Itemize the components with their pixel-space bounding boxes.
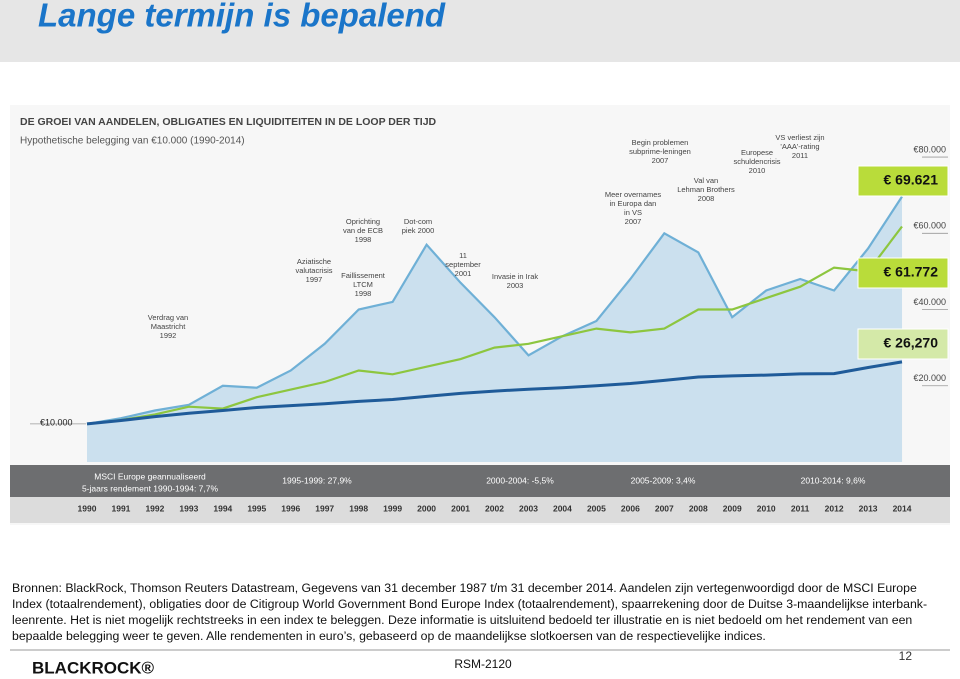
value-label: € 26,270 (884, 335, 939, 351)
annotation: Meer overnames (605, 190, 662, 199)
x-tick-label: 2010 (757, 503, 776, 513)
annotation: 2007 (625, 217, 642, 226)
chart-subtitle: Hypothetische belegging van €10.000 (199… (20, 136, 245, 147)
x-tick-label: 2007 (655, 503, 674, 513)
line (86, 225, 903, 425)
annotation: 2011 (792, 151, 808, 160)
period-intro: 5-jaars rendement 1990-1994: 7,7% (82, 483, 219, 493)
x-tick-label: 2012 (825, 503, 844, 513)
value-label: € 69.621 (884, 172, 939, 188)
line (86, 195, 903, 425)
brand: BLACKROCK® (32, 658, 155, 677)
period-label: 2000-2004: -5,5% (486, 475, 554, 485)
y-tick-label: €40.000 (913, 297, 946, 307)
page-number: 12 (899, 649, 913, 663)
annotation: Begin problemen (632, 138, 689, 147)
annotation: VS verliest zijn (775, 133, 824, 142)
x-tick-label: 1999 (383, 503, 402, 513)
annotation: 'AAA'-rating (780, 142, 819, 151)
x-tick-label: 2002 (485, 503, 504, 513)
x-tick-label: 2001 (451, 503, 470, 513)
y-tick-label: €60.000 (913, 221, 946, 231)
x-tick-label: 1992 (145, 503, 164, 513)
annotation: 1992 (160, 331, 177, 340)
x-tick-label: 1996 (281, 503, 300, 513)
value-label: € 61.772 (884, 264, 939, 280)
annotation: Europese (741, 148, 773, 157)
period-label: 1995-1999: 27,9% (282, 475, 352, 485)
annotation: 2003 (507, 281, 524, 290)
period-label: 2005-2009: 3,4% (631, 475, 696, 485)
annotation: Val van (694, 176, 718, 185)
annotation: 2007 (652, 156, 669, 165)
title-band (0, 0, 960, 62)
annotation: valutacrisis (295, 266, 332, 275)
annotation: van de ECB (343, 226, 383, 235)
annotation: subprime-leningen (629, 147, 691, 156)
annotation: 1998 (355, 289, 372, 298)
annotation: in Europa dan (610, 199, 657, 208)
annotation: Lehman Brothers (677, 185, 735, 194)
annotation: 2001 (455, 269, 472, 278)
annotation: Faillissement (341, 271, 386, 280)
doc-code: RSM-2120 (454, 657, 512, 671)
area (87, 196, 903, 462)
period-band (10, 465, 950, 497)
x-tick-label: 2000 (417, 503, 436, 513)
value-label-box (857, 165, 949, 197)
x-tick-label: 2014 (893, 503, 912, 513)
annotation: 1997 (306, 275, 323, 284)
x-tick-label: 1997 (315, 503, 334, 513)
x-tick-label: 2003 (519, 503, 538, 513)
x-tick-label: 2009 (723, 503, 742, 513)
start-label: €10.000 (40, 417, 73, 427)
y-tick-label: €20.000 (913, 373, 946, 383)
value-label-box (857, 328, 949, 360)
y-tick-label: €80.000 (913, 144, 946, 154)
value-label-box (857, 257, 949, 289)
annotation: in VS (624, 208, 642, 217)
x-tick-label: 1995 (247, 503, 266, 513)
annotation: 2010 (749, 166, 766, 175)
annotation: Invasie in Irak (492, 272, 539, 281)
annotation: september (445, 260, 481, 269)
annotation: Aziatische (297, 257, 331, 266)
x-tick-label: 2008 (689, 503, 708, 513)
annotation: LTCM (353, 280, 373, 289)
x-tick-label: 2013 (859, 503, 878, 513)
x-tick-label: 1994 (213, 503, 232, 513)
annotation: 11 (459, 251, 467, 260)
annotation: schuldencrisis (733, 157, 780, 166)
x-tick-label: 1991 (111, 503, 130, 513)
annotation: 2008 (698, 194, 715, 203)
annotation: Dot-com (404, 217, 432, 226)
x-tick-label: 1998 (349, 503, 368, 513)
x-tick-label: 2004 (553, 503, 572, 513)
x-tick-label: 1993 (179, 503, 198, 513)
source-note: Bronnen: BlackRock, Thomson Reuters Data… (12, 581, 928, 643)
period-intro: MSCI Europe geannualiseerd (94, 471, 206, 481)
annotation: piek 2000 (402, 226, 435, 235)
period-label: 2010-2014: 9,6% (801, 475, 866, 485)
x-tick-label: 2005 (587, 503, 606, 513)
slide-title: Lange termijn is bepalend (38, 0, 446, 34)
line (86, 360, 903, 426)
annotation: Maastricht (151, 322, 187, 331)
x-tick-label: 1990 (78, 503, 97, 513)
x-tick-label: 2006 (621, 503, 640, 513)
annotation: 1998 (355, 235, 372, 244)
year-band (10, 497, 950, 523)
annotation: Verdrag van (148, 313, 188, 322)
annotation: Oprichting (346, 217, 380, 226)
chart-title: DE GROEI VAN AANDELEN, OBLIGATIES EN LIQ… (20, 116, 437, 128)
x-tick-label: 2011 (791, 503, 810, 513)
